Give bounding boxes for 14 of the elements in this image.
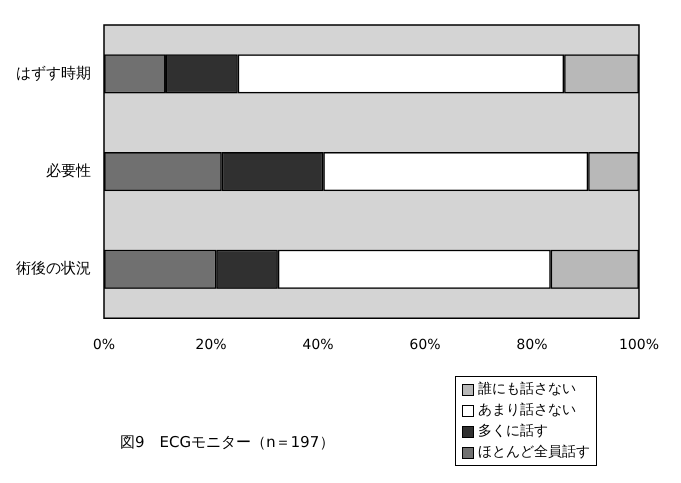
legend-label: あまり話さない: [478, 401, 576, 420]
x-tick-label: 0%: [92, 337, 116, 354]
x-tick-label: 60%: [409, 337, 441, 354]
x-tick-label: 80%: [516, 337, 548, 354]
y-tick-label: 術後の状況: [16, 259, 91, 278]
y-tick-label: はずす時期: [16, 64, 91, 82]
x-tick-label: 100%: [618, 337, 660, 354]
y-tick-label: 必要性: [46, 161, 91, 180]
legend-label: ほとんど全員話す: [478, 443, 590, 462]
legend-label: 誰にも話さない: [478, 380, 576, 399]
x-tick-label: 20%: [195, 337, 227, 354]
text: 図9 ECGモニター（n＝197）: [120, 433, 334, 452]
x-tick-label: 40%: [302, 337, 334, 354]
legend-label: 多くに話す: [478, 422, 548, 441]
